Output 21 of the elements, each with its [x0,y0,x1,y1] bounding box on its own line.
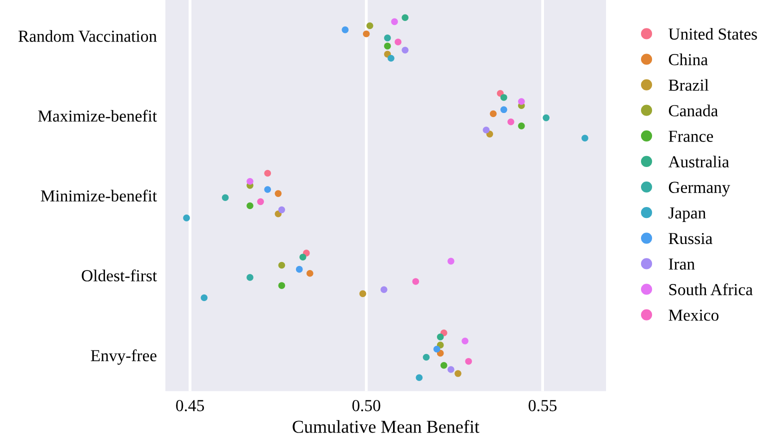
legend-label: Canada [668,104,718,116]
legend-label: China [668,54,708,66]
y-tick-label: Envy-free [90,349,156,365]
legend-label: Australia [668,156,730,168]
legend-label: Brazil [668,79,709,91]
y-tick-label: Minimize-benefit [40,190,157,202]
legend-label: Iran [668,258,695,270]
legend-label: United States [668,28,757,40]
legend-label: Russia [668,232,712,244]
legend-label: South Africa [669,283,753,296]
legend-label: Mexico [668,310,718,321]
y-tick-label: Oldest-first [82,269,157,282]
x-tick-label: 0.45 [176,400,204,412]
x-tick-label: 0.50 [352,400,380,412]
legend-label: Japan [668,208,706,222]
x-axis-title: Cumulative Mean Benefit [292,420,480,433]
legend-label: Germany [668,182,730,196]
legend-label: France [668,130,713,142]
y-tick-label: Maximize-benefit [38,110,157,122]
y-tick-label: Random Vaccination [18,30,157,42]
x-tick-label: 0.55 [528,400,557,412]
